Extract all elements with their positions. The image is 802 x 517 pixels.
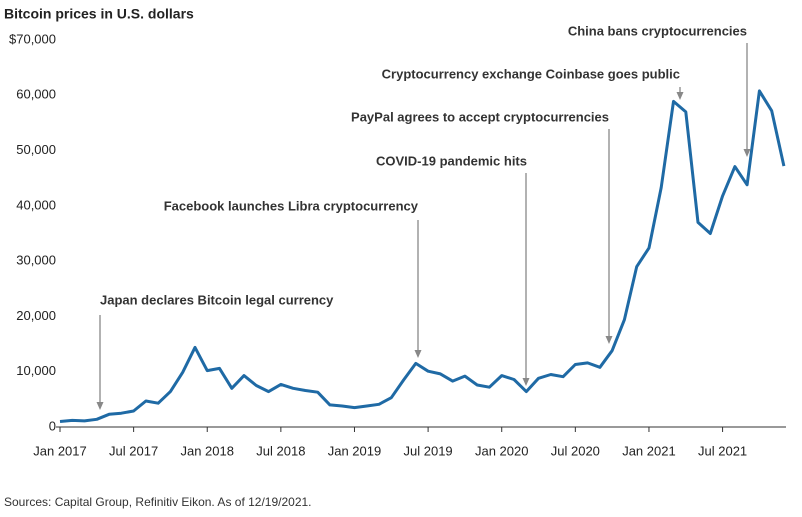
x-tick-label: Jan 2019 xyxy=(328,443,382,458)
x-tick-label: Jan 2020 xyxy=(475,443,529,458)
arrow-head xyxy=(96,402,104,410)
y-tick-label: 30,000 xyxy=(16,253,56,268)
x-tick-label: Jan 2021 xyxy=(622,443,676,458)
arrow-head xyxy=(414,350,422,358)
y-tick-label: 40,000 xyxy=(16,197,56,212)
x-tick-label: Jul 2020 xyxy=(551,443,600,458)
annotation: Facebook launches Libra cryptocurrency xyxy=(164,198,419,213)
chart-title: Bitcoin prices in U.S. dollars xyxy=(4,6,194,22)
x-tick-label: Jul 2017 xyxy=(109,443,158,458)
price-line xyxy=(59,89,786,423)
arrow-head xyxy=(605,336,613,344)
x-tick-label: Jan 2017 xyxy=(33,443,87,458)
annotation: PayPal agrees to accept cryptocurrencies xyxy=(351,109,609,124)
arrow-head xyxy=(676,92,684,100)
y-tick-label: 60,000 xyxy=(16,87,56,102)
x-tick-label: Jul 2018 xyxy=(256,443,305,458)
x-tick-label: Jul 2019 xyxy=(404,443,453,458)
annotation: COVID-19 pandemic hits xyxy=(376,153,527,168)
y-tick-label: 0 xyxy=(49,418,56,433)
y-tick-label: 10,000 xyxy=(16,363,56,378)
x-tick-label: Jul 2021 xyxy=(698,443,747,458)
y-tick-label: 20,000 xyxy=(16,308,56,323)
y-tick-label: $70,000 xyxy=(9,31,56,46)
arrow-head xyxy=(522,378,530,386)
arrow-head xyxy=(743,149,751,157)
x-tick-label: Jan 2018 xyxy=(180,443,234,458)
source-note: Sources: Capital Group, Refinitiv Eikon.… xyxy=(4,495,312,509)
annotation: Cryptocurrency exchange Coinbase goes pu… xyxy=(382,66,680,81)
annotation: China bans cryptocurrencies xyxy=(568,23,747,38)
annotation: Japan declares Bitcoin legal currency xyxy=(100,292,334,307)
y-tick-label: 50,000 xyxy=(16,142,56,157)
